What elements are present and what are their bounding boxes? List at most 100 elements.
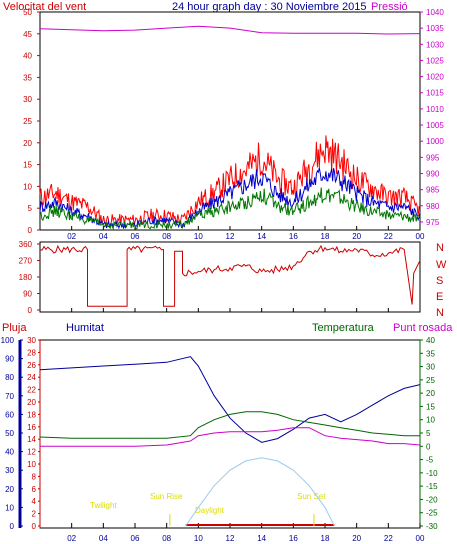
series-gust [39, 135, 421, 227]
rain-tick-label-3: 6 [32, 485, 37, 494]
humidity-label: Humitat [66, 322, 104, 334]
pressure-tick-label-5: 1000 [426, 137, 444, 146]
pressure-tick-label-8: 1015 [426, 89, 444, 98]
temp-tick-label-14: 40 [426, 336, 435, 345]
pressure-tick-label-11: 1030 [426, 40, 444, 49]
humidity-tick-label-4: 40 [5, 448, 14, 457]
humidity-tick-label-8: 80 [5, 373, 14, 382]
series-dewpoint [40, 427, 421, 447]
pressure-tick-label-3: 990 [426, 169, 440, 178]
rain-tick-label-1: 2 [32, 510, 37, 519]
pressure-tick-label-2: 985 [426, 186, 440, 195]
daylight-label: Daylight [195, 506, 225, 515]
lower-panel-frame [39, 339, 421, 529]
wind-tick-label-5: 25 [23, 117, 32, 126]
x-tick-label-bottom-7: 16 [289, 534, 298, 543]
dir-tick-label-0: 0 [28, 306, 33, 315]
x-tick-label-top-6: 14 [257, 232, 266, 241]
x-tick-label-bottom-8: 18 [321, 534, 330, 543]
humidity-tick-label-7: 70 [5, 392, 14, 401]
x-tick-label-top-1: 04 [99, 232, 108, 241]
rain-tick-label-9: 18 [27, 410, 36, 419]
rain-tick-label-13: 26 [27, 361, 36, 370]
sunrise-label: Sun Rise [150, 492, 183, 501]
twilight-am-label: Twilight [90, 501, 117, 510]
chart-marks: 0510152025303540455097598098599099510001… [1, 8, 445, 543]
wind-tick-label-10: 50 [23, 8, 32, 17]
dir-tick-label-3: 270 [19, 257, 33, 266]
wind-tick-label-9: 45 [23, 30, 32, 39]
x-tick-label-bottom-3: 08 [162, 534, 171, 543]
temp-tick-label-11: 25 [426, 376, 435, 385]
humidity-tick-label-6: 60 [5, 410, 14, 419]
x-tick-label-bottom-11: 00 [416, 534, 425, 543]
rain-tick-label-14: 28 [27, 348, 36, 357]
temp-tick-label-9: 15 [426, 402, 435, 411]
dewpoint-label: Punt rosada [393, 322, 453, 334]
wind-tick-label-2: 10 [23, 182, 32, 191]
x-tick-label-top-7: 16 [289, 232, 298, 241]
temp-tick-label-12: 30 [426, 363, 435, 372]
temp-tick-label-5: -5 [426, 456, 434, 465]
humidity-tick-label-9: 90 [5, 355, 14, 364]
pressure-tick-label-1: 980 [426, 202, 440, 211]
temp-tick-label-8: 10 [426, 416, 435, 425]
wind-speed-label: Velocitat del vent [3, 1, 86, 13]
temp-tick-label-13: 35 [426, 349, 435, 358]
pressure-tick-label-12: 1035 [426, 24, 444, 33]
x-tick-label-top-11: 00 [416, 232, 425, 241]
wind-tick-label-1: 5 [28, 204, 33, 213]
wind-tick-label-8: 40 [23, 52, 32, 61]
rain-tick-label-6: 12 [27, 448, 36, 457]
series-sun [185, 457, 335, 527]
humidity-tick-label-10: 100 [1, 336, 15, 345]
compass-e: E [436, 291, 443, 303]
series-humidity [39, 356, 421, 443]
dir-tick-label-1: 90 [23, 290, 32, 299]
series-wind [39, 187, 421, 231]
x-tick-label-top-0: 02 [67, 232, 76, 241]
pressure-tick-label-13: 1040 [426, 8, 444, 17]
humidity-tick-label-1: 10 [5, 503, 14, 512]
humidity-tick-label-2: 20 [5, 485, 14, 494]
compass-s: S [436, 275, 443, 287]
series-direction [39, 244, 421, 307]
compass-n-top: N [436, 242, 444, 254]
x-tick-label-bottom-1: 04 [99, 534, 108, 543]
temperature-label: Temperatura [312, 322, 375, 334]
compass-w: W [436, 259, 447, 271]
rain-tick-label-7: 14 [27, 435, 36, 444]
x-tick-label-top-9: 20 [352, 232, 361, 241]
x-tick-label-top-3: 08 [162, 232, 171, 241]
compass-n-bottom: N [436, 307, 444, 319]
series-temperature [39, 411, 420, 439]
rain-tick-label-12: 24 [27, 373, 36, 382]
x-tick-label-bottom-0: 02 [67, 534, 76, 543]
pressure-label: Pressió [371, 1, 408, 13]
x-tick-label-bottom-2: 06 [131, 534, 140, 543]
temp-tick-label-7: 5 [426, 429, 431, 438]
compass-letters: N W S E N [436, 242, 447, 319]
temp-tick-label-1: -25 [426, 509, 438, 518]
x-tick-label-top-8: 18 [321, 232, 330, 241]
pressure-tick-label-4: 995 [426, 153, 440, 162]
pressure-tick-label-10: 1025 [426, 56, 444, 65]
humidity-tick-label-5: 50 [5, 429, 14, 438]
x-tick-label-top-2: 06 [131, 232, 140, 241]
wind-tick-label-7: 35 [23, 73, 32, 82]
dir-tick-label-4: 360 [19, 240, 33, 249]
pressure-tick-label-9: 1020 [426, 73, 444, 82]
x-tick-label-bottom-6: 14 [257, 534, 266, 543]
rain-tick-label-2: 4 [32, 497, 37, 506]
x-tick-label-bottom-4: 10 [194, 534, 203, 543]
rain-tick-label-0: 0 [32, 522, 37, 531]
humidity-tick-label-0: 0 [10, 522, 15, 531]
wind-tick-label-0: 0 [28, 226, 33, 235]
temp-tick-label-3: -15 [426, 482, 438, 491]
rain-label: Pluja [2, 322, 27, 334]
wind-tick-label-3: 15 [23, 161, 32, 170]
pressure-tick-label-0: 975 [426, 218, 440, 227]
rain-tick-label-10: 20 [27, 398, 36, 407]
